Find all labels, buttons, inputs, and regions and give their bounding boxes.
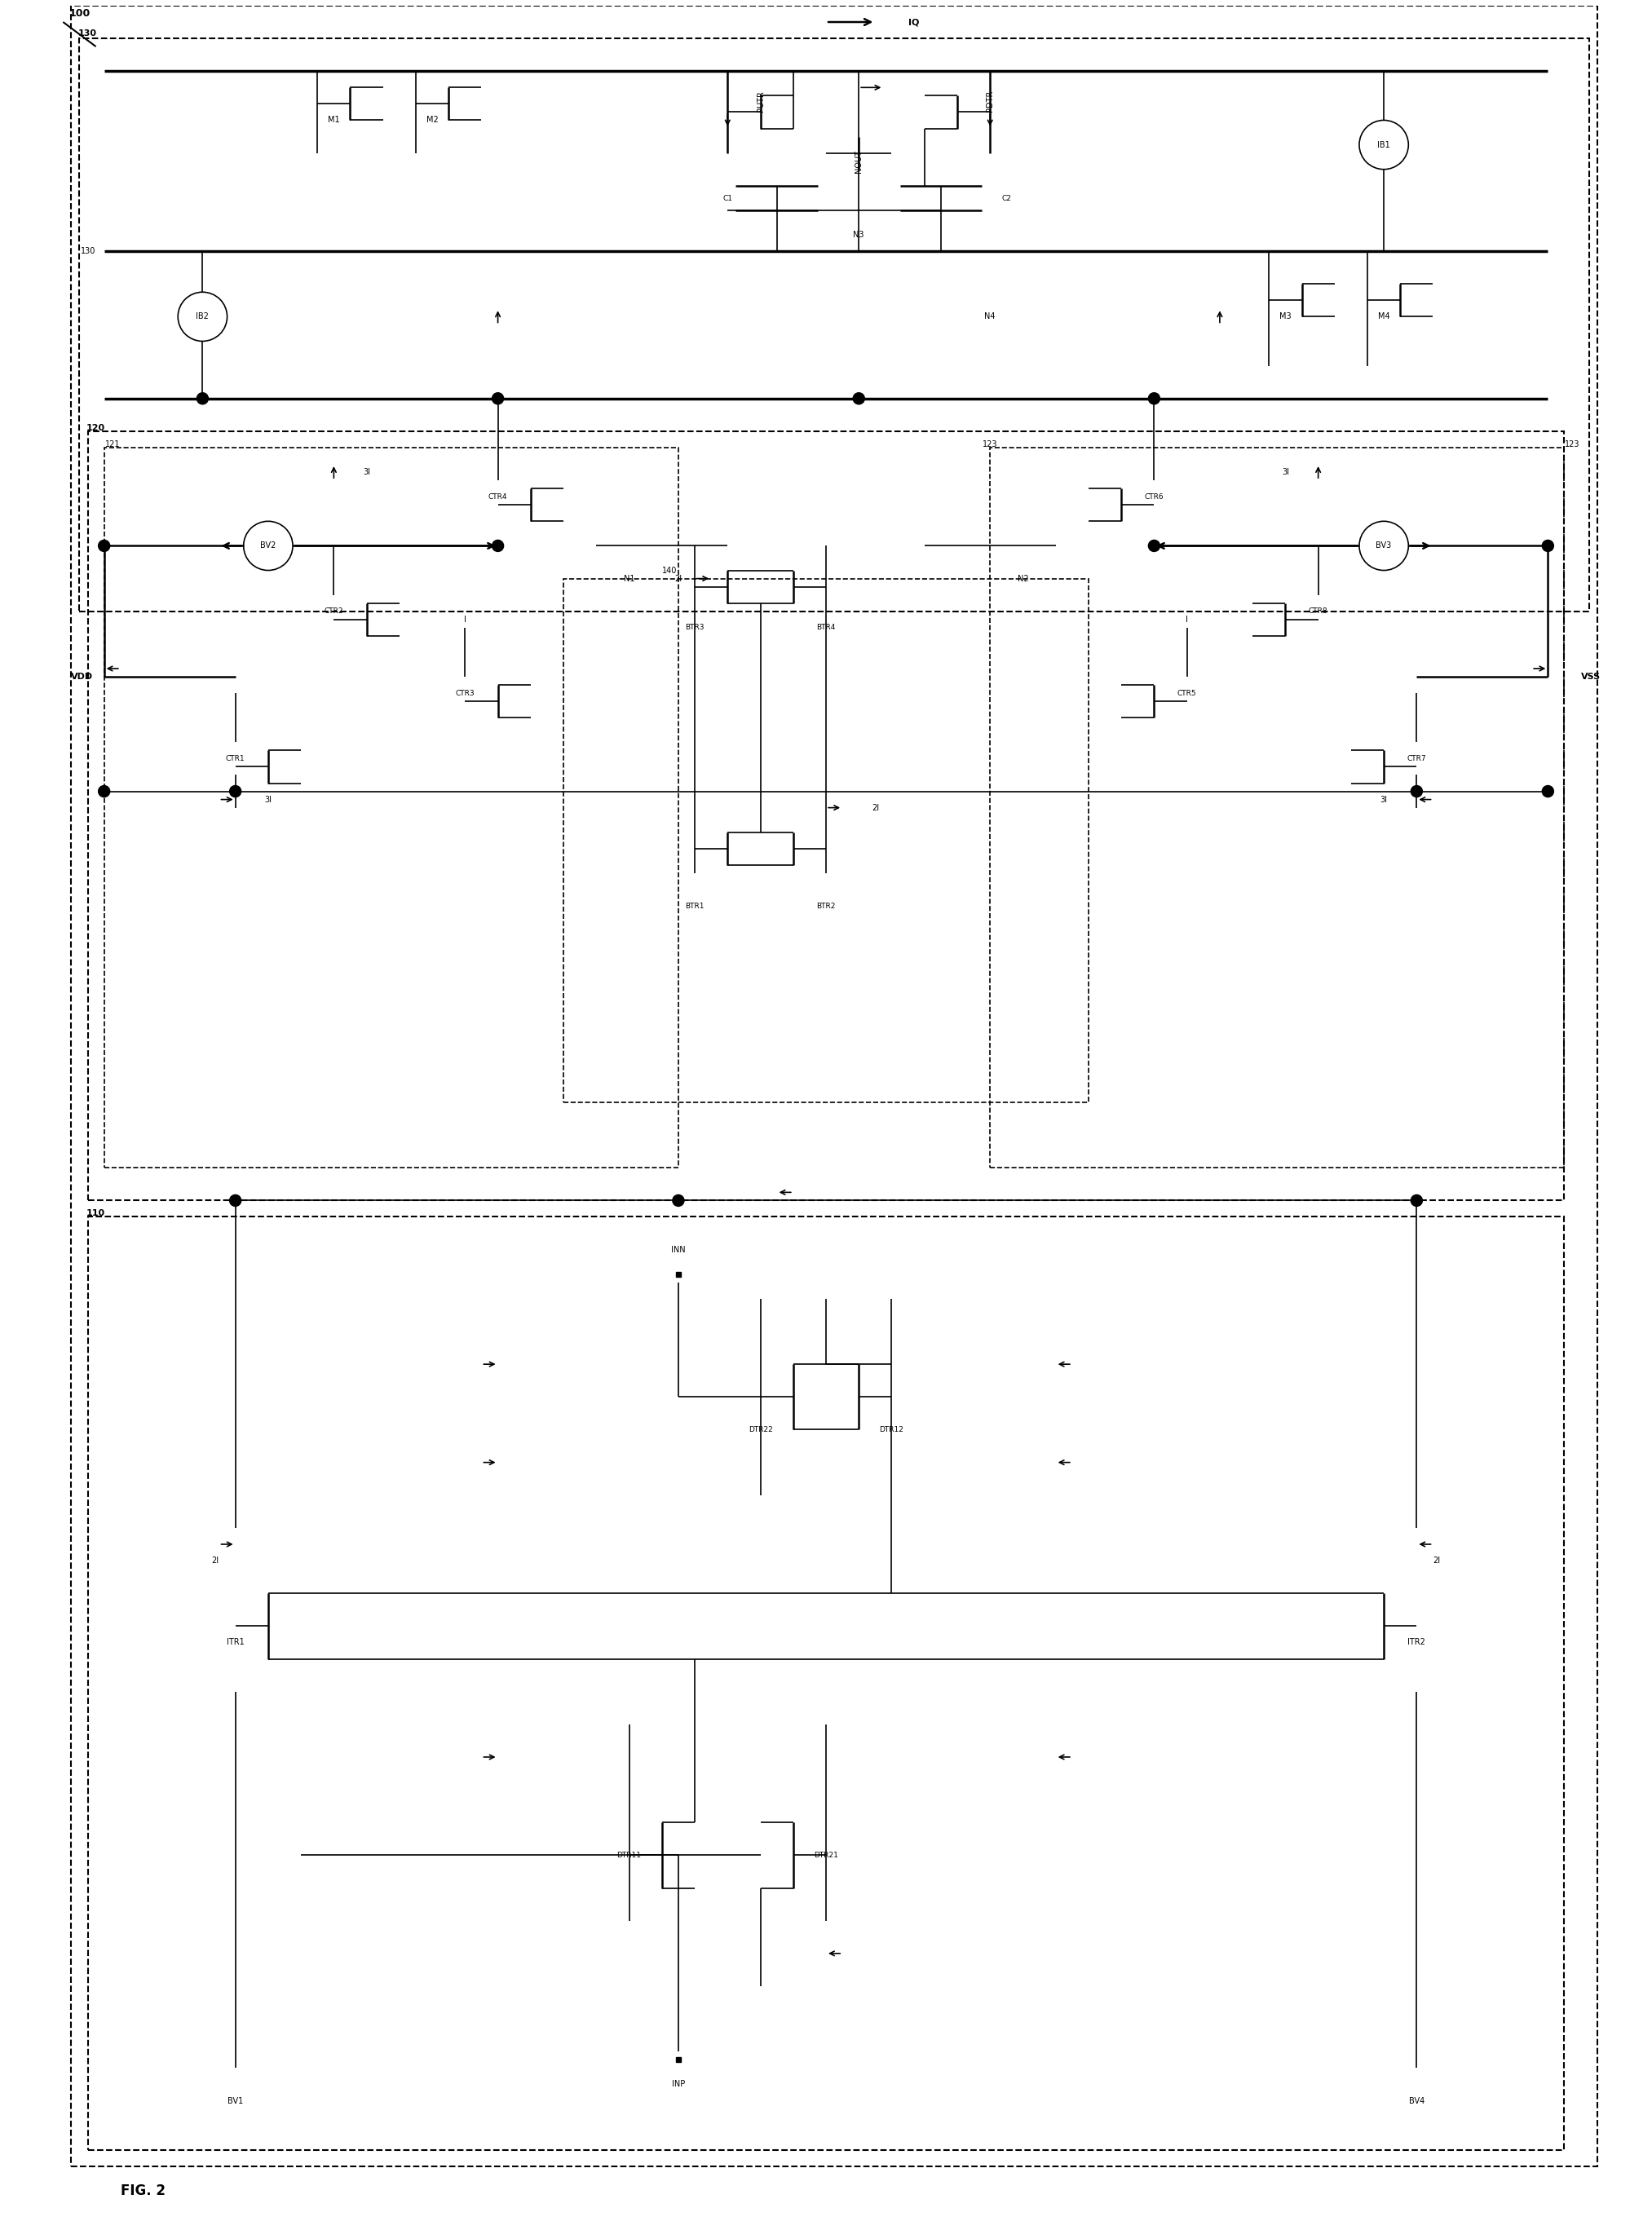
- Text: M1: M1: [327, 115, 340, 124]
- Circle shape: [197, 393, 208, 404]
- Text: CTR1: CTR1: [226, 755, 244, 762]
- Circle shape: [99, 540, 109, 551]
- Text: 3I: 3I: [1282, 469, 1289, 475]
- Text: 2I: 2I: [1432, 1557, 1441, 1566]
- Text: VDD: VDD: [71, 673, 94, 682]
- Circle shape: [1148, 540, 1160, 551]
- Text: BTR2: BTR2: [816, 902, 836, 911]
- Bar: [990, 449, 1564, 1168]
- Text: PUTR: PUTR: [757, 91, 765, 111]
- Text: BV2: BV2: [261, 542, 276, 551]
- Text: DTR22: DTR22: [748, 1426, 773, 1433]
- Circle shape: [230, 1195, 241, 1206]
- Circle shape: [1411, 786, 1422, 797]
- Text: ITR2: ITR2: [1408, 1639, 1426, 1646]
- Text: N4: N4: [985, 313, 996, 320]
- Text: INP: INP: [672, 2081, 686, 2088]
- Text: 123: 123: [983, 440, 998, 449]
- Text: IQ: IQ: [909, 18, 919, 27]
- Text: N1: N1: [623, 575, 634, 582]
- Text: CTR6: CTR6: [1145, 493, 1163, 500]
- Circle shape: [1543, 540, 1553, 551]
- Text: N3: N3: [854, 231, 864, 240]
- Text: VSS: VSS: [1581, 673, 1601, 682]
- Text: BV1: BV1: [228, 2097, 243, 2106]
- Circle shape: [1543, 786, 1553, 797]
- Text: 100: 100: [69, 9, 91, 20]
- Text: IB1: IB1: [1378, 140, 1391, 149]
- Text: ITR1: ITR1: [226, 1639, 244, 1646]
- Text: 2I: 2I: [674, 575, 682, 582]
- Bar: [88, 1217, 1564, 2150]
- Text: PDTR: PDTR: [986, 91, 995, 111]
- Text: 3I: 3I: [363, 469, 370, 475]
- Text: NOUT: NOUT: [854, 149, 862, 173]
- Bar: [104, 449, 679, 1168]
- Text: N2: N2: [1018, 575, 1029, 582]
- Circle shape: [492, 540, 504, 551]
- Text: IB2: IB2: [197, 313, 210, 320]
- Text: 130: 130: [81, 247, 96, 255]
- Text: BTR3: BTR3: [686, 624, 704, 631]
- Text: 110: 110: [86, 1210, 106, 1217]
- Text: CTR5: CTR5: [1178, 689, 1196, 697]
- Text: I: I: [464, 615, 466, 624]
- Text: CTR7: CTR7: [1408, 755, 1426, 762]
- Text: DTR12: DTR12: [879, 1426, 904, 1433]
- Text: C1: C1: [722, 195, 732, 202]
- Circle shape: [230, 786, 241, 797]
- Text: BTR4: BTR4: [816, 624, 836, 631]
- Text: 140: 140: [662, 566, 677, 575]
- Text: I: I: [1186, 615, 1188, 624]
- Text: 130: 130: [78, 29, 97, 38]
- Circle shape: [99, 786, 109, 797]
- Text: BV4: BV4: [1409, 2097, 1424, 2106]
- Text: M4: M4: [1378, 313, 1389, 320]
- Text: C2: C2: [1001, 195, 1011, 202]
- Circle shape: [852, 393, 864, 404]
- Text: BV3: BV3: [1376, 542, 1391, 551]
- Text: INN: INN: [671, 1246, 686, 1253]
- Text: CTR4: CTR4: [489, 493, 507, 500]
- Text: CTR2: CTR2: [324, 609, 344, 615]
- Text: BTR1: BTR1: [686, 902, 704, 911]
- Text: CTR3: CTR3: [456, 689, 474, 697]
- Text: 3I: 3I: [264, 795, 273, 804]
- Circle shape: [492, 393, 504, 404]
- Text: 123: 123: [1564, 440, 1579, 449]
- Text: CTR8: CTR8: [1308, 609, 1328, 615]
- Text: 3I: 3I: [1379, 795, 1388, 804]
- Bar: [79, 38, 1589, 611]
- Text: DTR21: DTR21: [814, 1852, 838, 1859]
- Text: DTR11: DTR11: [616, 1852, 641, 1859]
- Text: 120: 120: [86, 424, 106, 433]
- Text: 121: 121: [104, 440, 121, 449]
- Circle shape: [1411, 1195, 1422, 1206]
- Text: 2I: 2I: [872, 804, 879, 811]
- Text: 2I: 2I: [211, 1557, 220, 1566]
- Bar: [88, 431, 1564, 1202]
- Text: M3: M3: [1279, 313, 1292, 320]
- Circle shape: [672, 1195, 684, 1206]
- Text: M2: M2: [426, 115, 438, 124]
- Bar: [563, 577, 1089, 1102]
- Text: FIG. 2: FIG. 2: [121, 2183, 165, 2199]
- Circle shape: [1148, 393, 1160, 404]
